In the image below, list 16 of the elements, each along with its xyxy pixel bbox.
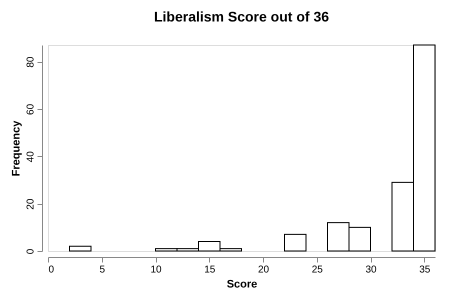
x-tick-label: 0 <box>48 264 54 276</box>
x-axis-title: Score <box>226 278 258 290</box>
y-tick-label: 20 <box>26 198 36 210</box>
x-tick-label: 35 <box>419 264 431 276</box>
x-tick-label: 10 <box>150 264 162 276</box>
x-tick-label: 15 <box>204 264 216 276</box>
x-tick-label: 5 <box>99 264 106 276</box>
x-tick-label: 30 <box>365 264 377 276</box>
y-tick-label: 0 <box>26 248 36 254</box>
x-tick-label: 20 <box>258 264 270 276</box>
x-tick-label: 25 <box>312 264 324 276</box>
y-tick-label: 40 <box>26 150 36 162</box>
y-tick-label: 80 <box>26 56 36 68</box>
y-axis-title: Frequency <box>10 120 22 176</box>
y-tick-label: 60 <box>26 103 36 115</box>
chart-title: Liberalism Score out of 36 <box>154 8 330 24</box>
